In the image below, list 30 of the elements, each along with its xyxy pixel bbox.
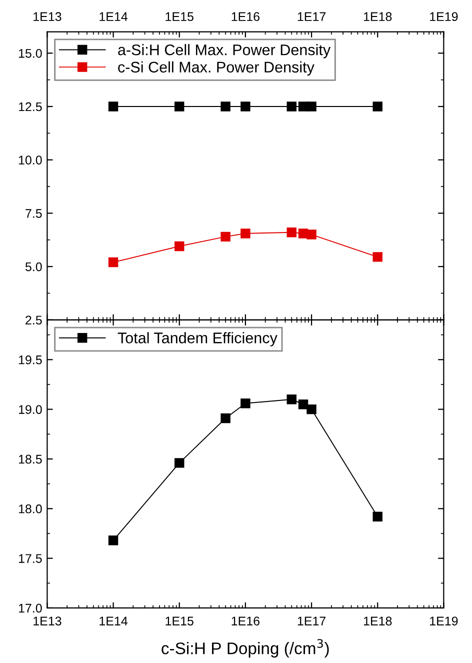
- x-tick-label: 1E14: [100, 616, 128, 626]
- x-tick-label: 1E15: [166, 616, 194, 626]
- y-tick-label: 5.0: [25, 262, 42, 272]
- y-tick-label: 19.0: [18, 405, 42, 414]
- y-tick-label: 18.5: [18, 454, 42, 464]
- y-tick-label: 12.5: [18, 102, 42, 112]
- legend-label: c-Si Cell Max. Power Density: [118, 61, 314, 76]
- x-tick-label: 1E17: [298, 616, 326, 626]
- x-tick-label: 1E17: [298, 12, 326, 21]
- x-tick-label: 1E13: [34, 12, 62, 22]
- y-tick-label: 7.5: [26, 209, 42, 218]
- x-tick-label: 1E14: [100, 12, 128, 21]
- x-tick-label: 1E16: [232, 12, 260, 22]
- legend-label: Total Tandem Efficiency: [118, 332, 278, 346]
- x-tick-label: 1E15: [166, 12, 194, 22]
- x-tick-label: 1E19: [430, 616, 458, 626]
- y-tick-label: 17.5: [18, 554, 42, 563]
- x-tick-label: 1E19: [430, 12, 458, 22]
- y-tick-label: 10.0: [18, 156, 42, 165]
- y-tick-label: 15.0: [18, 48, 42, 58]
- x-axis-title: c-Si:H P Doping (/cm$^{3}$): [162, 639, 329, 658]
- x-tick-label: 1E18: [364, 616, 392, 626]
- x-tick-label: 1E13: [34, 616, 62, 626]
- y-tick-label: 19.5: [18, 355, 42, 364]
- y-tick-label: 17.0: [18, 604, 42, 613]
- y-tick-label: 18.0: [18, 504, 42, 514]
- x-tick-label: 1E18: [364, 12, 392, 22]
- legend-label: a-Si:H Cell Max. Power Density: [118, 44, 331, 58]
- y-tick-label: 2.5: [26, 316, 42, 325]
- x-tick-label: 1E16: [232, 616, 260, 626]
